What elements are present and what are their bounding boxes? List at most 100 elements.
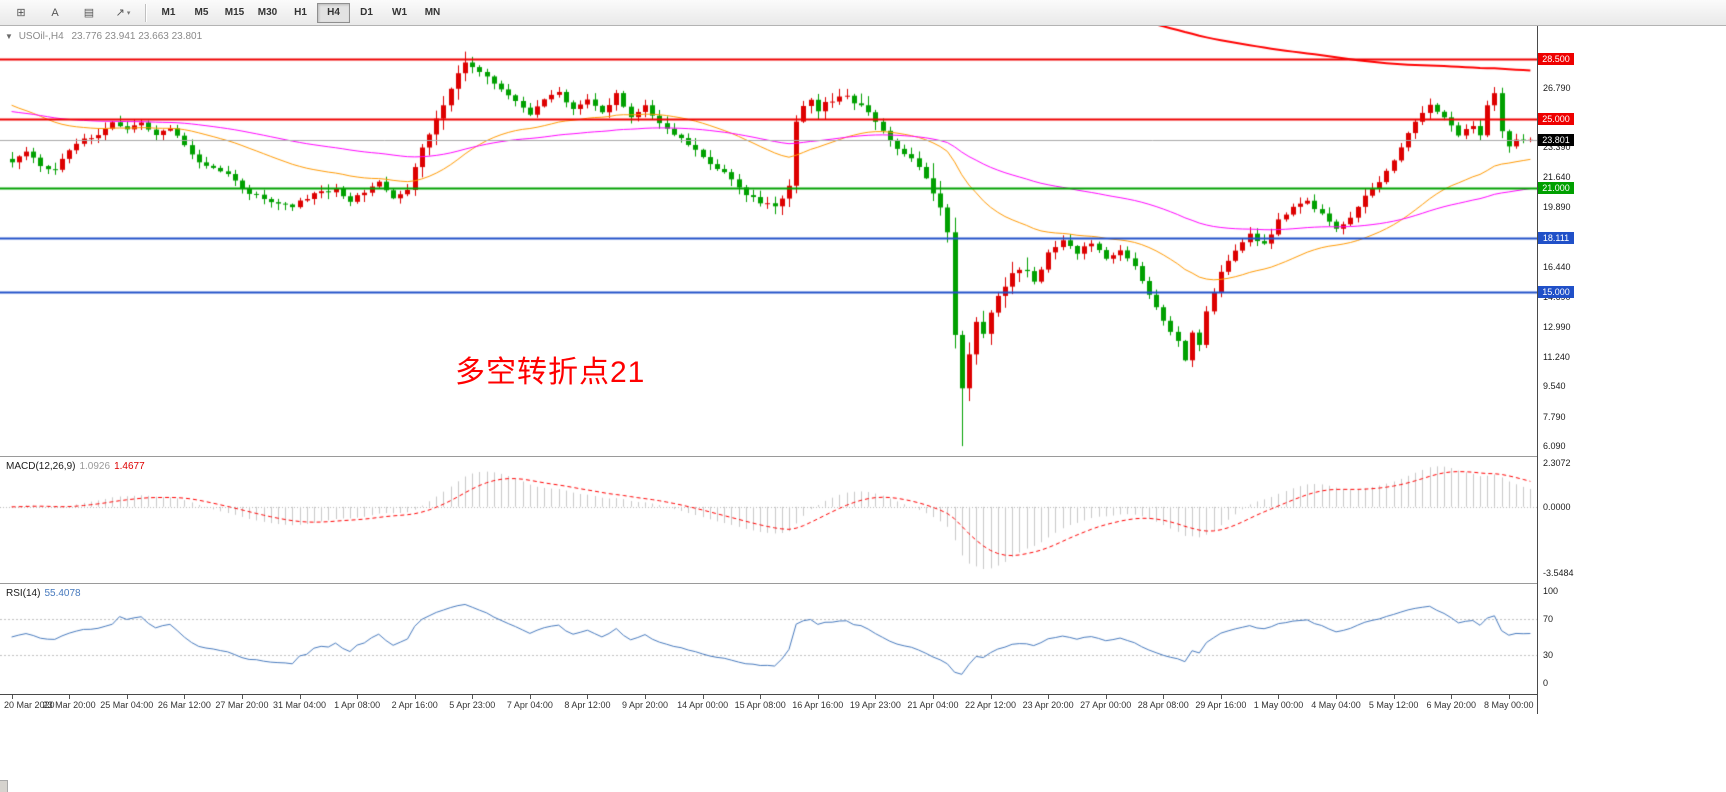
time-axis-tick <box>1048 695 1049 699</box>
time-axis-label: 25 Mar 04:00 <box>100 700 154 710</box>
time-axis-label: 5 Apr 23:00 <box>449 700 496 710</box>
time-axis-label: 16 Apr 16:00 <box>792 700 844 710</box>
time-axis-tick <box>933 695 934 699</box>
time-axis-tick <box>472 695 473 699</box>
time-axis-label: 14 Apr 00:00 <box>677 700 729 710</box>
time-axis-tick <box>818 695 819 699</box>
rsi-panel-canvas[interactable] <box>0 584 1537 694</box>
arrow-tool-dropdown[interactable]: ↗ ▾ <box>115 7 131 19</box>
time-axis-label: 31 Mar 04:00 <box>272 700 327 710</box>
price-level-badge: 25.000 <box>1538 113 1574 126</box>
macd-axis-tick: -3.5484 <box>1543 568 1574 578</box>
time-axis-tick <box>357 695 358 699</box>
timeframe-button-M5[interactable]: M5 <box>194 7 209 18</box>
timeframe-button-M1[interactable]: M1 <box>161 7 176 18</box>
time-axis-label: 1 May 00:00 <box>1253 700 1304 710</box>
time-axis-tick <box>530 695 531 699</box>
panel-splitter[interactable] <box>0 583 1537 584</box>
panel-splitter[interactable] <box>0 456 1537 457</box>
timeframe-toolbar: M1 M5 M15 M30 H1 H4 D1 W1 MN <box>152 2 449 23</box>
price-axis-tick: 19.890 <box>1543 202 1571 213</box>
toolbar-left-buttons: ⊞ A ▤ ↗ ▾ <box>4 2 140 24</box>
time-axis-tick <box>875 695 876 699</box>
price-axis-tick: 21.640 <box>1543 172 1571 183</box>
price-chart-canvas[interactable] <box>0 26 1537 456</box>
time-axis-label: 19 Apr 23:00 <box>849 700 901 710</box>
time-axis-tick <box>127 695 128 699</box>
objects-list-button[interactable]: ▤ <box>83 7 95 19</box>
text-tool-button[interactable]: A <box>51 6 59 19</box>
time-axis-tick <box>1451 695 1452 699</box>
time-axis-label: 23 Mar 20:00 <box>42 700 96 710</box>
rsi-value: 55.4078 <box>44 588 81 599</box>
time-axis-tick <box>1394 695 1395 699</box>
timeframe-button-M30[interactable]: M30 <box>257 7 278 18</box>
timeframe-button-W1[interactable]: W1 <box>392 7 407 18</box>
time-axis-label: 7 Apr 04:00 <box>506 700 553 710</box>
time-axis-label: 2 Apr 16:00 <box>391 700 438 710</box>
price-axis-tick: 7.790 <box>1543 411 1566 422</box>
rsi-axis-tick: 30 <box>1543 650 1554 661</box>
rsi-name: RSI(14) <box>6 588 41 599</box>
rsi-indicator-label: RSI(14) 55.4078 <box>6 588 81 599</box>
time-axis-border <box>0 694 1537 695</box>
price-axis-tick: 26.790 <box>1543 83 1571 94</box>
macd-panel-canvas[interactable] <box>0 457 1537 583</box>
time-axis-tick <box>645 695 646 699</box>
time-axis-label: 1 Apr 08:00 <box>334 700 381 710</box>
toolbar-separator <box>145 3 147 22</box>
timeframe-button-M15[interactable]: M15 <box>224 7 245 18</box>
time-axis-label: 26 Mar 12:00 <box>157 700 211 710</box>
time-axis-label: 5 May 12:00 <box>1368 700 1419 710</box>
time-axis-tick <box>1106 695 1107 699</box>
price-level-badge: 21.000 <box>1538 182 1574 195</box>
time-axis-tick <box>760 695 761 699</box>
toolbar: ⊞ A ▤ ↗ ▾ M1 M5 M15 M30 H1 H4 D1 W1 MN <box>0 0 1726 26</box>
price-axis-tick: 12.990 <box>1543 321 1571 332</box>
rsi-axis-tick: 70 <box>1543 613 1554 624</box>
time-axis-tick <box>300 695 301 699</box>
price-level-badge: 28.500 <box>1538 52 1574 65</box>
timeframe-button-D1[interactable]: D1 <box>360 7 373 18</box>
time-axis-label: 27 Mar 20:00 <box>215 700 269 710</box>
time-axis-label: 29 Apr 16:00 <box>1195 700 1247 710</box>
chart-annotation-text[interactable]: 多空转折点21 <box>455 356 646 389</box>
macd-name: MACD(12,26,9) <box>6 461 76 472</box>
price-axis-tick: 6.090 <box>1543 441 1566 452</box>
time-axis-tick <box>1336 695 1337 699</box>
price-axis-tick: 23.390 <box>1543 141 1571 152</box>
macd-axis-tick: 2.3072 <box>1543 458 1571 468</box>
macd-signal-value: 1.4677 <box>114 461 145 472</box>
time-axis-tick <box>12 695 13 699</box>
timeframe-button-H1[interactable]: H1 <box>294 7 307 18</box>
timeframe-button-MN[interactable]: MN <box>424 7 441 18</box>
chart-collapse-icon[interactable]: ▼ <box>5 32 13 41</box>
time-axis-label: 4 May 04:00 <box>1311 700 1361 710</box>
window-corner <box>0 780 8 792</box>
time-axis-tick <box>69 695 70 699</box>
current-price-badge: 23.801 <box>1538 133 1574 146</box>
time-axis-label: 15 Apr 08:00 <box>734 700 786 710</box>
time-axis-label: 27 Apr 00:00 <box>1080 700 1132 710</box>
symbol-timeframe-text: USOil-,H4 <box>18 31 64 42</box>
time-axis-tick <box>1278 695 1279 699</box>
time-axis-label: 9 Apr 20:00 <box>622 700 669 710</box>
price-axis-tick: 9.540 <box>1543 381 1566 392</box>
price-level-badge: 18.111 <box>1538 232 1574 245</box>
macd-indicator-label: MACD(12,26,9) 1.0926 1.4677 <box>6 461 145 472</box>
macd-axis-tick: 0.0000 <box>1543 501 1571 512</box>
ohlc-values-text: 23.776 23.941 23.663 23.801 <box>71 31 203 42</box>
time-axis-label: 20 Mar 2020 <box>4 700 55 710</box>
time-axis-tick <box>1221 695 1222 699</box>
time-axis-label: 22 Apr 12:00 <box>965 700 1017 710</box>
time-axis-label: 21 Apr 04:00 <box>907 700 959 710</box>
rsi-axis-tick: 0 <box>1543 678 1549 688</box>
price-axis-tick: 11.240 <box>1543 352 1570 363</box>
timeframe-button-H4[interactable]: H4 <box>317 2 350 23</box>
time-axis-tick <box>415 695 416 699</box>
chart-grid-button[interactable]: ⊞ <box>16 7 26 19</box>
time-axis-label: 6 May 20:00 <box>1426 700 1476 710</box>
time-axis-tick <box>991 695 992 699</box>
price-level-badge: 15.000 <box>1538 286 1574 299</box>
